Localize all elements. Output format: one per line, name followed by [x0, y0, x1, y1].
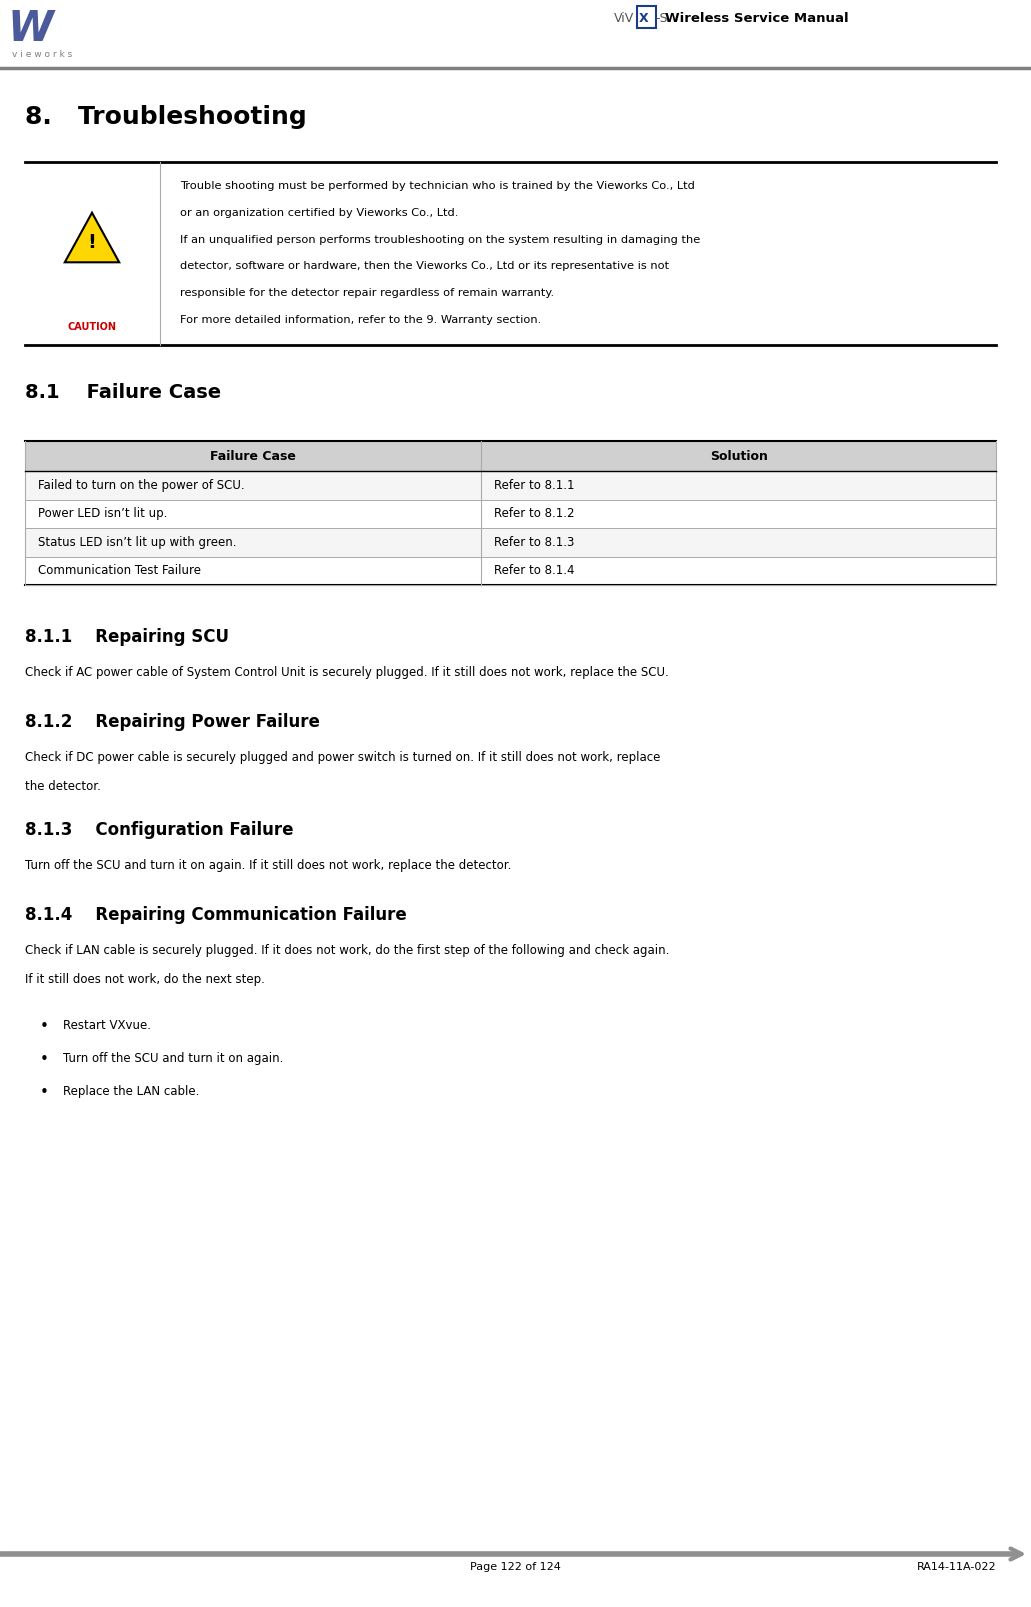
Text: Communication Test Failure: Communication Test Failure: [38, 564, 201, 577]
Bar: [25, 500, 996, 529]
Bar: [25, 529, 996, 556]
Text: Check if DC power cable is securely plugged and power switch is turned on. If it: Check if DC power cable is securely plug…: [25, 750, 661, 763]
Text: •: •: [40, 1085, 48, 1101]
Text: Refer to 8.1.1: Refer to 8.1.1: [495, 479, 575, 492]
Text: -S: -S: [655, 11, 667, 26]
Text: 8.   Troubleshooting: 8. Troubleshooting: [25, 104, 307, 129]
Text: Failure Case: Failure Case: [210, 450, 296, 463]
Text: Wireless Service Manual: Wireless Service Manual: [665, 11, 850, 26]
Text: Failed to turn on the power of SCU.: Failed to turn on the power of SCU.: [38, 479, 244, 492]
Text: !: !: [88, 233, 97, 252]
Text: Status LED isn’t lit up with green.: Status LED isn’t lit up with green.: [38, 535, 236, 548]
Text: •: •: [40, 1019, 48, 1033]
Text: RA14-11A-022: RA14-11A-022: [917, 1562, 996, 1572]
Text: Check if AC power cable of System Control Unit is securely plugged. If it still : Check if AC power cable of System Contro…: [25, 665, 669, 680]
Text: 8.1.2    Repairing Power Failure: 8.1.2 Repairing Power Failure: [25, 714, 320, 731]
Text: 8.1.1    Repairing SCU: 8.1.1 Repairing SCU: [25, 628, 229, 646]
Text: 8.1.3    Configuration Failure: 8.1.3 Configuration Failure: [25, 821, 294, 839]
Text: Refer to 8.1.4: Refer to 8.1.4: [495, 564, 575, 577]
Bar: [25, 556, 996, 585]
Text: detector, software or hardware, then the Vieworks Co., Ltd or its representative: detector, software or hardware, then the…: [180, 262, 669, 272]
Text: Replace the LAN cable.: Replace the LAN cable.: [63, 1085, 199, 1098]
Text: For more detailed information, refer to the 9. Warranty section.: For more detailed information, refer to …: [180, 315, 541, 325]
Bar: [25, 471, 996, 500]
Text: Refer to 8.1.3: Refer to 8.1.3: [495, 535, 574, 548]
Text: 8.1.4    Repairing Communication Failure: 8.1.4 Repairing Communication Failure: [25, 906, 407, 924]
Text: X: X: [639, 11, 648, 26]
Text: •: •: [40, 1053, 48, 1067]
Text: Solution: Solution: [709, 450, 768, 463]
Text: 8.1    Failure Case: 8.1 Failure Case: [25, 382, 221, 402]
Text: If it still does not work, do the next step.: If it still does not work, do the next s…: [25, 972, 265, 985]
Text: Power LED isn’t lit up.: Power LED isn’t lit up.: [38, 508, 167, 521]
Text: Page 122 of 124: Page 122 of 124: [470, 1562, 561, 1572]
Text: Turn off the SCU and turn it on again. If it still does not work, replace the de: Turn off the SCU and turn it on again. I…: [25, 860, 511, 873]
Text: Check if LAN cable is securely plugged. If it does not work, do the first step o: Check if LAN cable is securely plugged. …: [25, 943, 669, 958]
Polygon shape: [65, 212, 120, 262]
Bar: [25, 440, 996, 471]
Text: v i e w o r k s: v i e w o r k s: [12, 50, 72, 59]
Text: responsible for the detector repair regardless of remain warranty.: responsible for the detector repair rega…: [180, 288, 554, 299]
Text: W: W: [8, 8, 54, 50]
Text: Turn off the SCU and turn it on again.: Turn off the SCU and turn it on again.: [63, 1053, 284, 1065]
Text: Trouble shooting must be performed by technician who is trained by the Vieworks : Trouble shooting must be performed by te…: [180, 182, 695, 191]
Text: Refer to 8.1.2: Refer to 8.1.2: [495, 508, 575, 521]
Text: Restart VXvue.: Restart VXvue.: [63, 1019, 151, 1032]
Text: If an unqualified person performs troubleshooting on the system resulting in dam: If an unqualified person performs troubl…: [180, 235, 700, 244]
Text: ViV: ViV: [613, 11, 634, 26]
Text: or an organization certified by Vieworks Co., Ltd.: or an organization certified by Vieworks…: [180, 207, 459, 219]
Text: CAUTION: CAUTION: [67, 321, 117, 333]
Text: the detector.: the detector.: [25, 779, 101, 792]
